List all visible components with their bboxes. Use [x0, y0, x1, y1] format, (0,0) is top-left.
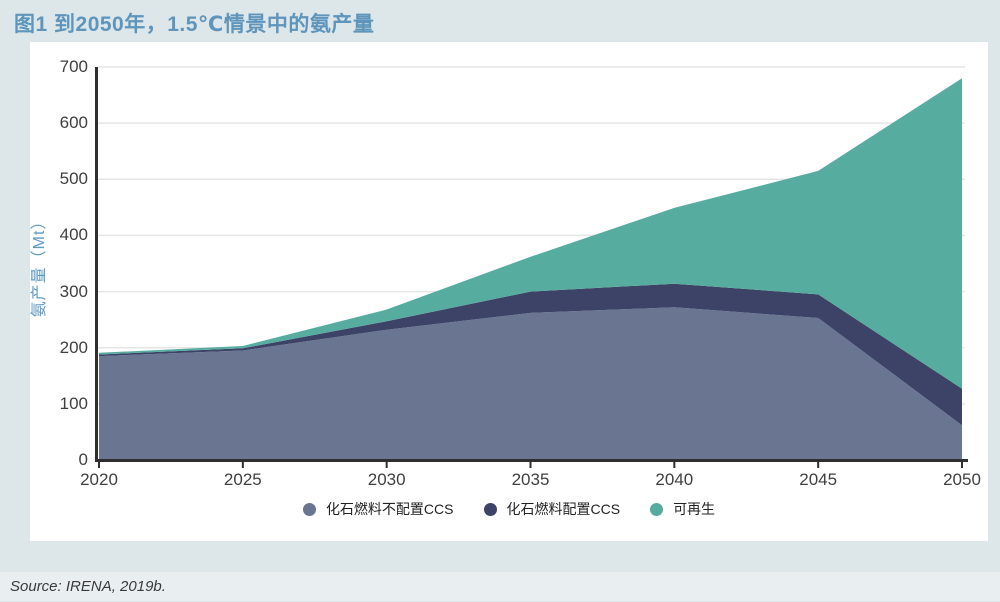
legend-label: 可再生 [673, 501, 716, 517]
y-tick-label: 200 [59, 337, 88, 357]
x-tick-mark [673, 462, 676, 468]
y-axis-line [95, 67, 98, 462]
legend-marker-icon [483, 502, 497, 516]
source-text: Source: IRENA, 2019b. [10, 578, 166, 595]
stacked-area-chart [95, 66, 968, 468]
x-tick-label: 2050 [943, 470, 981, 489]
x-tick-mark [529, 462, 532, 468]
x-tick-mark [817, 462, 820, 468]
y-tick-label: 500 [59, 169, 88, 189]
y-tick-label: 0 [78, 450, 88, 469]
area-layer-2 [99, 78, 962, 389]
y-tick-label: 400 [59, 225, 88, 245]
y-tick-label: 100 [59, 393, 88, 413]
legend-label: 化石燃料不配置CCS [325, 501, 454, 517]
legend-marker-icon [302, 502, 316, 516]
x-tick-label: 2025 [223, 470, 262, 489]
x-tick-mark [961, 462, 963, 468]
legend-item: 化石燃料配置CCS [483, 499, 621, 519]
y-tick-label: 600 [59, 113, 88, 133]
chart-legend: 化石燃料不配置CCS 化石燃料配置CCS 可再生 [30, 499, 988, 519]
legend-item: 可再生 [650, 499, 715, 519]
area-layer-1 [99, 283, 962, 426]
x-tick-label: 2035 [511, 470, 550, 489]
source-strip: Source: IRENA, 2019b. [0, 572, 1000, 601]
area-layer-0 [99, 307, 962, 460]
x-tick-mark [98, 462, 100, 468]
y-axis-title: 氨产量（Mt） [31, 212, 48, 318]
x-tick-label: 2040 [655, 470, 694, 489]
chart-card: 0 100 200 300 400 500 600 700 2020 2025 2030 2035 2… [30, 42, 988, 541]
x-tick-label: 2020 [80, 470, 118, 489]
x-tick-label: 2045 [799, 470, 838, 489]
x-tick-mark [241, 462, 244, 468]
legend-label: 化石燃料配置CCS [506, 501, 621, 517]
figure-title: 图1 到2050年，1.5℃情景中的氨产量 [14, 13, 375, 36]
y-tick-label: 700 [59, 57, 88, 76]
x-tick-label: 2030 [367, 470, 406, 489]
x-axis-line [95, 459, 968, 462]
legend-marker-icon [650, 502, 664, 516]
y-tick-label: 300 [59, 281, 88, 301]
x-tick-mark [385, 462, 388, 468]
legend-item: 化石燃料不配置CCS [302, 499, 454, 519]
